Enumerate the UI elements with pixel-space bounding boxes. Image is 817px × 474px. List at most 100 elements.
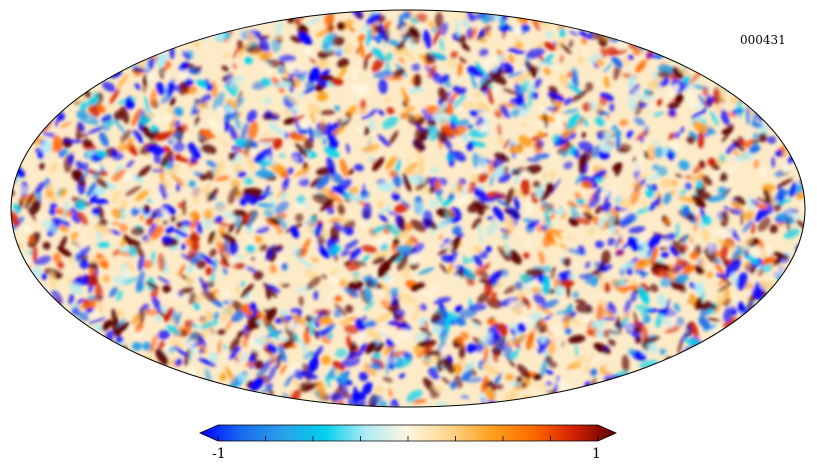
field-blob xyxy=(392,186,401,194)
field-blob xyxy=(411,243,425,255)
field-blob xyxy=(484,23,492,38)
field-blob xyxy=(458,56,467,64)
field-blob xyxy=(153,151,162,165)
field-blob xyxy=(509,334,526,346)
field-blob xyxy=(455,195,470,205)
field-blob xyxy=(255,369,268,376)
field-blob xyxy=(534,153,551,159)
field-blob xyxy=(131,341,142,351)
field-blob xyxy=(121,268,131,278)
field-blob xyxy=(294,213,304,223)
field-blob xyxy=(767,135,777,145)
field-blob xyxy=(539,335,547,344)
field-blob xyxy=(56,261,65,269)
field-blob xyxy=(284,127,292,133)
field-blob xyxy=(542,275,550,296)
field-blob xyxy=(729,207,734,215)
field-blob xyxy=(265,217,282,230)
field-blob xyxy=(452,225,462,236)
field-blob xyxy=(92,198,109,205)
field-blob xyxy=(270,217,281,226)
field-blob xyxy=(581,132,586,139)
field-blob xyxy=(717,281,733,293)
field-blob xyxy=(689,237,694,245)
field-blob xyxy=(706,94,713,108)
field-blob xyxy=(497,54,505,61)
field-blob xyxy=(153,131,172,141)
field-blob xyxy=(370,394,383,404)
field-blob xyxy=(228,346,241,360)
field-blob xyxy=(197,335,207,348)
field-blob xyxy=(390,399,396,407)
field-blob xyxy=(326,206,335,215)
field-blob xyxy=(772,256,782,267)
field-blob xyxy=(478,279,493,285)
field-blob xyxy=(386,251,402,265)
field-blob xyxy=(473,187,489,203)
field-blob xyxy=(75,123,82,142)
field-blob xyxy=(450,187,459,195)
field-blob xyxy=(175,311,182,327)
field-blob xyxy=(633,88,640,96)
field-blob xyxy=(446,102,454,116)
field-blob xyxy=(746,105,750,126)
field-blob xyxy=(475,101,491,113)
field-blob xyxy=(754,207,767,222)
field-blob xyxy=(646,183,655,192)
field-blob xyxy=(691,109,707,119)
field-blob xyxy=(398,14,404,29)
field-blob xyxy=(228,256,238,265)
field-blob xyxy=(538,250,545,266)
field-blob xyxy=(409,17,419,25)
field-blob xyxy=(592,169,607,180)
field-blob xyxy=(410,283,424,292)
field-blob xyxy=(383,20,392,29)
field-blob xyxy=(51,196,58,203)
field-blob xyxy=(276,188,286,200)
field-blob xyxy=(111,190,121,204)
field-blob xyxy=(101,81,116,92)
field-blob xyxy=(192,66,202,73)
field-blob xyxy=(75,168,86,187)
field-blob xyxy=(147,71,156,82)
field-blob xyxy=(675,316,685,328)
field-blob xyxy=(503,241,511,257)
field-blob xyxy=(460,395,469,400)
field-blob xyxy=(576,198,585,205)
field-blob xyxy=(598,264,613,273)
field-blob xyxy=(276,353,282,370)
field-blob xyxy=(243,177,254,185)
field-blob xyxy=(384,97,393,104)
field-blob xyxy=(352,259,367,267)
field-blob xyxy=(463,257,475,264)
field-blob xyxy=(701,228,711,244)
field-blob xyxy=(75,246,90,261)
field-blob xyxy=(377,31,391,42)
field-blob xyxy=(520,122,528,127)
field-blob xyxy=(52,252,62,263)
field-blob xyxy=(58,225,69,233)
field-blob xyxy=(382,275,392,282)
field-blob xyxy=(144,95,150,111)
field-blob xyxy=(145,308,159,317)
field-blob xyxy=(537,343,547,354)
field-blob xyxy=(485,219,499,237)
field-blob xyxy=(336,118,344,125)
field-blob xyxy=(162,208,172,225)
field-blob xyxy=(250,222,264,229)
field-blob xyxy=(661,239,671,248)
field-blob xyxy=(159,183,167,200)
field-blob xyxy=(84,113,100,122)
field-blob xyxy=(232,262,243,270)
field-blob xyxy=(157,340,166,350)
field-blob xyxy=(544,209,551,229)
field-blob xyxy=(402,11,411,19)
field-blob xyxy=(306,16,323,25)
field-blob xyxy=(474,61,487,76)
field-blob xyxy=(222,344,227,351)
field-blob xyxy=(303,331,311,346)
field-blob xyxy=(282,176,290,193)
field-blob xyxy=(308,356,319,373)
field-blob xyxy=(609,102,615,112)
field-blob xyxy=(586,329,594,336)
